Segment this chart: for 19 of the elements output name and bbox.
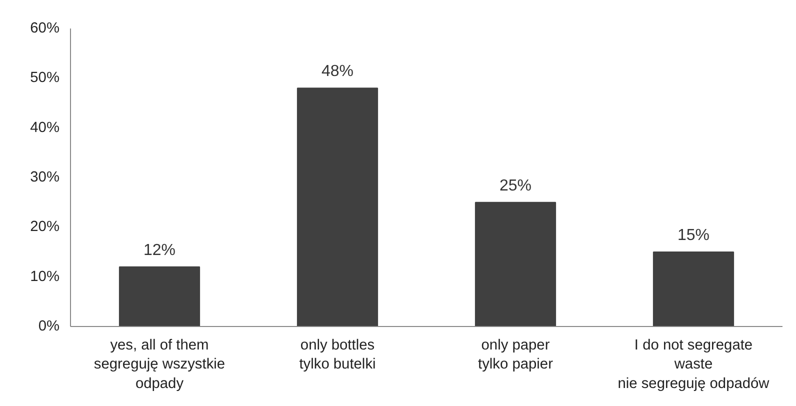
x-tick-label: yes, all of them segreguję wszystkie odpady <box>94 338 226 392</box>
bar <box>296 88 378 326</box>
y-tick-label: 30% <box>30 170 60 186</box>
data-label: 25% <box>499 177 532 194</box>
x-tick-label: I do not segregate waste nie segreguję odpadów <box>618 338 770 392</box>
data-label: 12% <box>143 242 176 259</box>
bar <box>474 202 556 326</box>
bar <box>652 252 734 326</box>
data-label: 48% <box>321 63 354 80</box>
y-tick-label: 10% <box>30 268 60 285</box>
y-tick-label: 50% <box>30 70 60 86</box>
x-tick-label: only paper tylko papier <box>478 338 554 373</box>
x-tick-label: only bottles tylko butelki <box>299 338 376 373</box>
y-tick-label: 60% <box>30 20 60 36</box>
data-label: 15% <box>677 227 710 244</box>
y-tick-label: 0% <box>38 318 60 334</box>
y-tick-label: 40% <box>30 120 60 136</box>
bar <box>118 266 200 326</box>
y-tick-label: 20% <box>30 219 60 236</box>
